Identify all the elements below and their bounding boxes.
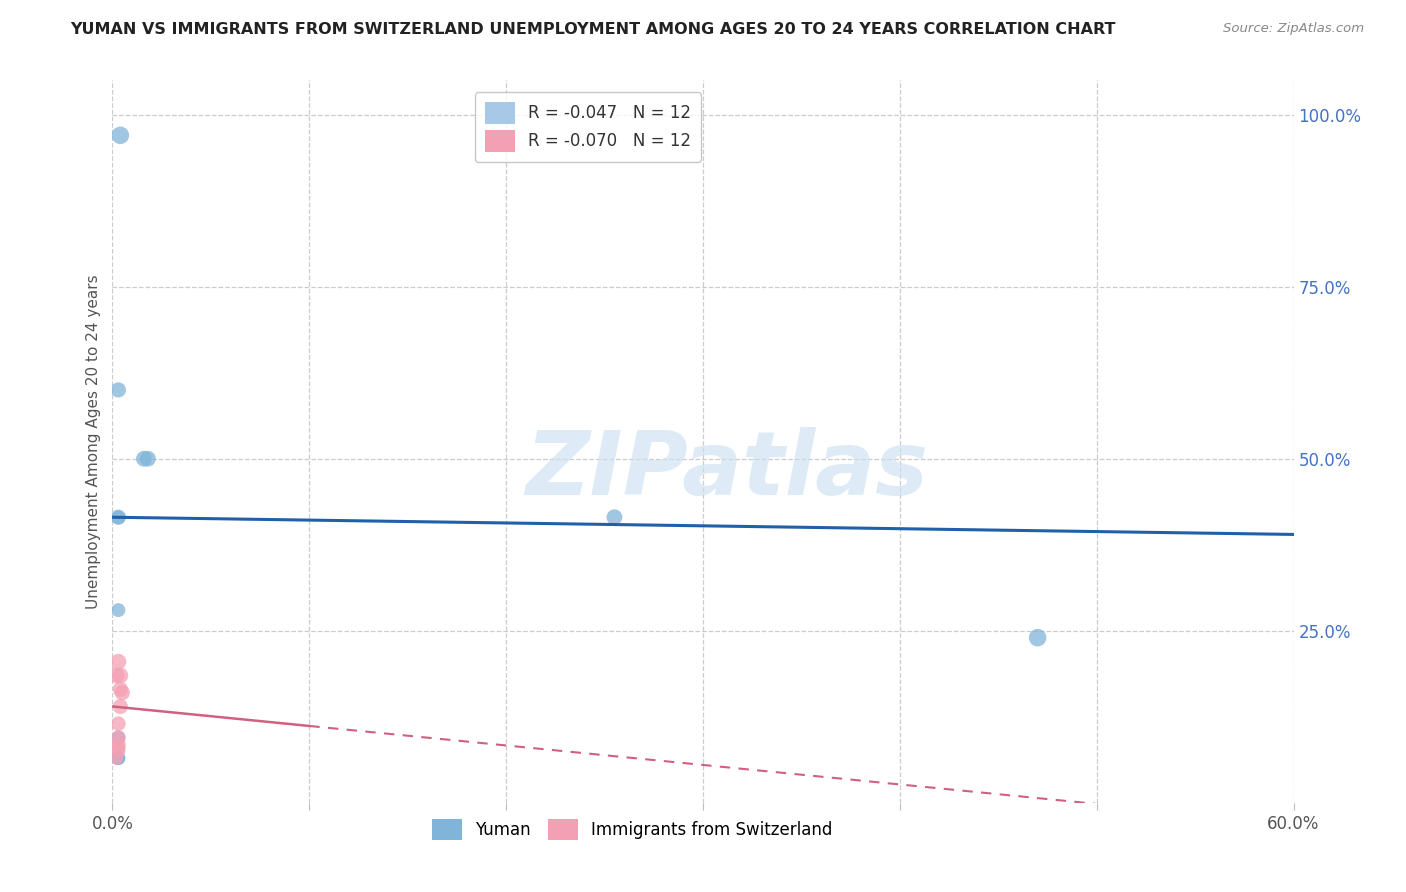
Text: Source: ZipAtlas.com: Source: ZipAtlas.com [1223, 22, 1364, 36]
Point [107, 655, 129, 669]
Point [110, 699, 132, 714]
Point [107, 510, 129, 524]
Point [110, 668, 132, 682]
Point [107, 740, 129, 755]
Point [107, 603, 129, 617]
Point [107, 510, 129, 524]
Text: YUMAN VS IMMIGRANTS FROM SWITZERLAND UNEMPLOYMENT AMONG AGES 20 TO 24 YEARS CORR: YUMAN VS IMMIGRANTS FROM SWITZERLAND UNE… [70, 22, 1116, 37]
Point [107, 744, 129, 758]
Point [132, 451, 155, 466]
Point [110, 682, 132, 697]
Point [107, 751, 129, 765]
Point [110, 128, 132, 143]
Point [105, 751, 128, 765]
Point [107, 383, 129, 397]
Point [105, 668, 128, 682]
Point [107, 751, 129, 765]
Point [136, 451, 159, 466]
Y-axis label: Unemployment Among Ages 20 to 24 years: Unemployment Among Ages 20 to 24 years [86, 274, 101, 609]
Point [1026, 631, 1049, 645]
Point [603, 510, 626, 524]
Point [111, 686, 134, 700]
Text: ZIPatlas: ZIPatlas [524, 427, 928, 514]
Point [107, 731, 129, 745]
Point [107, 716, 129, 731]
Legend: Yuman, Immigrants from Switzerland: Yuman, Immigrants from Switzerland [423, 811, 841, 848]
Point [107, 737, 129, 751]
Point [107, 731, 129, 745]
